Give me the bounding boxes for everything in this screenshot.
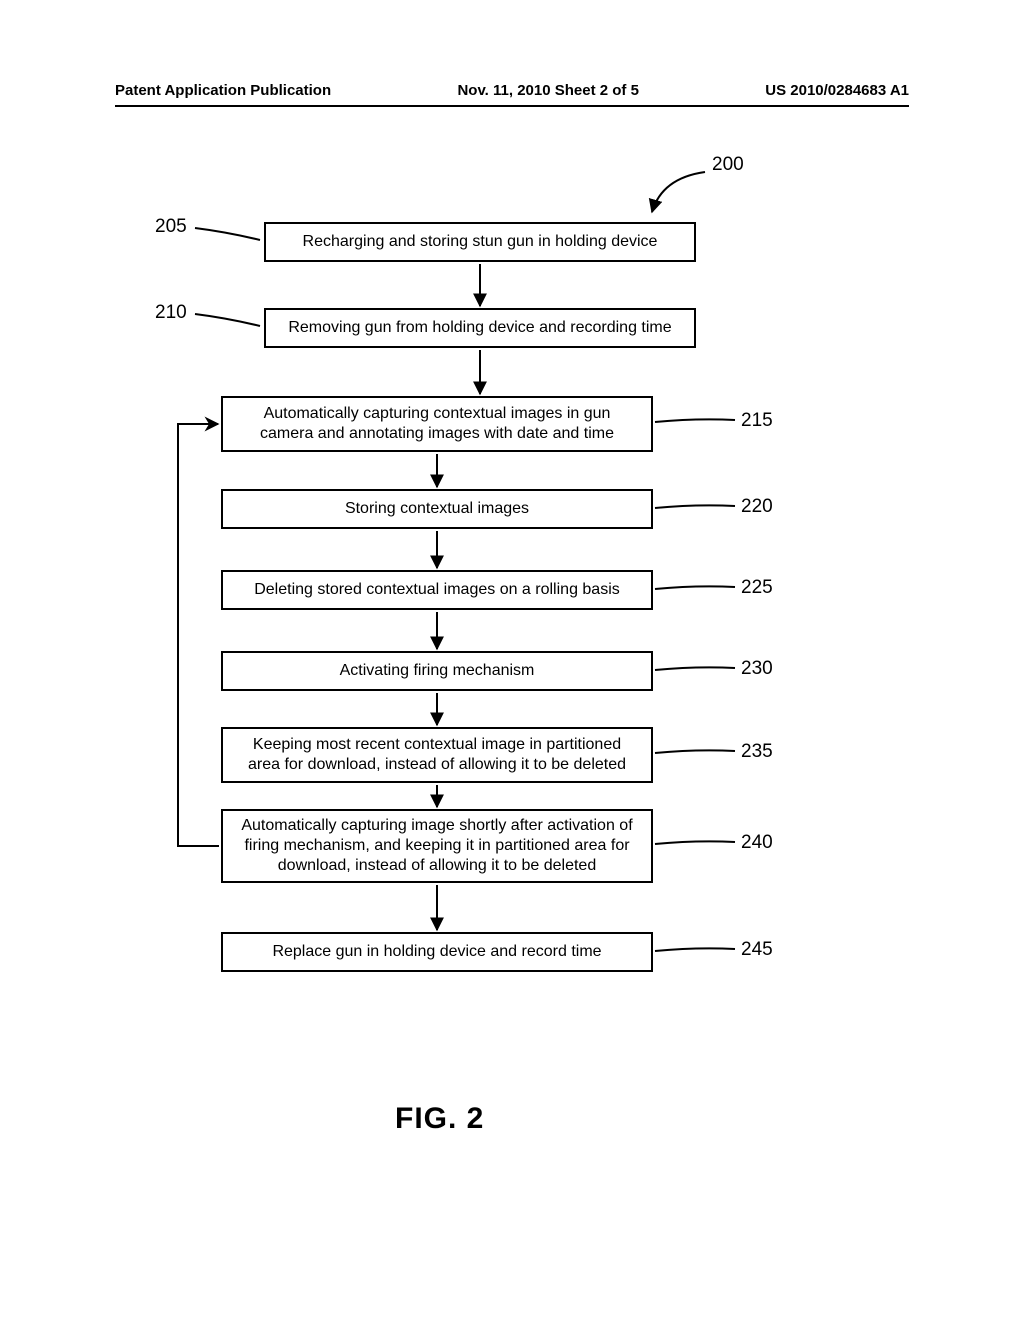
ref-label-230: 230 [741,658,773,680]
flow-node-210-text: Removing gun from holding device and rec… [288,318,671,338]
flow-node-225: Deleting stored contextual images on a r… [221,570,653,610]
ref-label-245: 245 [741,939,773,961]
flow-node-240: Automatically capturing image shortly af… [221,809,653,883]
flow-node-225-text: Deleting stored contextual images on a r… [254,580,620,600]
ref-label-200: 200 [712,154,744,176]
ref-label-205: 205 [155,216,187,238]
flow-node-220-text: Storing contextual images [345,499,529,519]
flow-node-245: Replace gun in holding device and record… [221,932,653,972]
flow-node-230: Activating firing mechanism [221,651,653,691]
ref-label-220: 220 [741,496,773,518]
flow-node-245-text: Replace gun in holding device and record… [272,942,601,962]
flow-node-215: Automatically capturing contextual image… [221,396,653,452]
flow-node-220: Storing contextual images [221,489,653,529]
flow-node-210: Removing gun from holding device and rec… [264,308,696,348]
flow-node-240-text: Automatically capturing image shortly af… [235,816,639,876]
flow-node-235-text: Keeping most recent contextual image in … [235,735,639,775]
figure-label: FIG. 2 [395,1102,484,1136]
ref-label-240: 240 [741,832,773,854]
ref-label-215: 215 [741,410,773,432]
flow-node-205-text: Recharging and storing stun gun in holdi… [303,232,658,252]
flow-node-235: Keeping most recent contextual image in … [221,727,653,783]
ref-label-210: 210 [155,302,187,324]
flowchart: Recharging and storing stun gun in holdi… [0,0,1024,1320]
page: Patent Application Publication Nov. 11, … [0,0,1024,1320]
ref-label-225: 225 [741,577,773,599]
flow-node-230-text: Activating firing mechanism [340,661,535,681]
flow-node-215-text: Automatically capturing contextual image… [235,404,639,444]
ref-label-235: 235 [741,741,773,763]
flow-node-205: Recharging and storing stun gun in holdi… [264,222,696,262]
